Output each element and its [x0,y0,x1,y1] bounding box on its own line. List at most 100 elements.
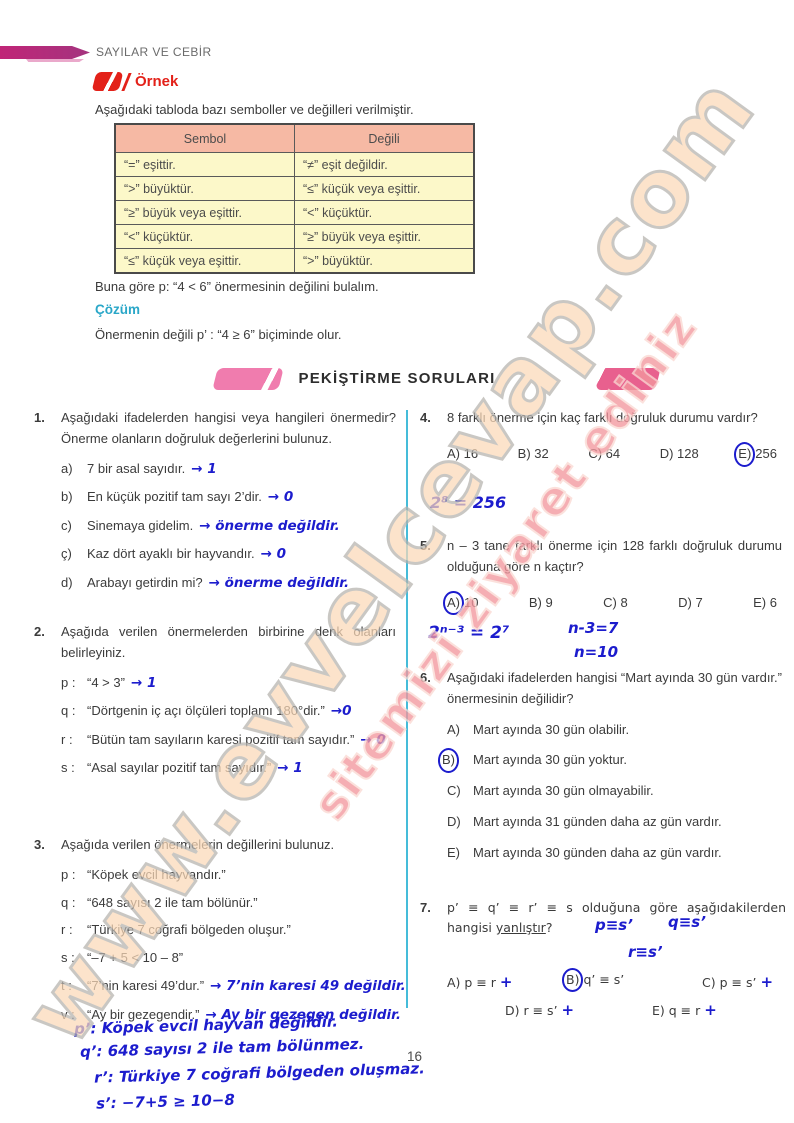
question-3: 3. Aşağıda verilen önermelerin değilleri… [34,835,406,1026]
handwritten-answer: → 0 [267,489,294,506]
question-number: 4. [420,410,431,425]
option-a: A) 16 [447,445,479,461]
handwritten-answer: →0 [330,703,352,720]
option-a-circled: A) 10 [443,590,478,616]
option-a: A) Mart ayında 30 gün olabilir. [447,721,630,737]
handwritten-work: r≡s’ [628,943,663,961]
list-item: c) Sinemaya gidelim. → önerme değildir. [61,517,340,534]
question-1: 1. Aşağıdaki ifadelerden hangisi veya ha… [34,408,396,595]
chapter-banner-arrow-icon [0,46,90,59]
handwritten-line: q’: 648 sayısı 2 ile tam bölünmez. [79,1034,365,1061]
handwritten-check: + [704,1001,717,1019]
options-row: A) 10 B) 9 C) 8 D) 7 E) 6 [443,590,777,616]
underlined-word: yanlıştır [495,920,546,935]
list-item: q : “Dörtgenin iç açı ölçüleri toplamı 18… [61,703,352,720]
question-text: Aşağıda verilen önermelerin değillerini … [61,837,335,852]
question-text: Aşağıda verilen önermelerden birbirine d… [61,624,396,660]
option-e: E) Mart ayında 30 günden daha az gün vard… [447,844,722,860]
handwritten-work: p≡s’ [595,916,633,934]
example-label: Örnek [135,73,179,90]
table-row: “<” küçüktür. “≥” büyük veya eşittir. [114,224,475,249]
handwritten-answer: → Ay bir gezegen değildir. [205,1006,401,1023]
option-b: B) 32 [517,445,549,461]
option-e: E) q ≡ r + [652,1001,717,1019]
question-text: 8 farklı önerme için kaç farklı doğruluk… [447,410,758,425]
handwritten-work: n=10 [574,643,619,661]
handwritten-work: q≡s’ [668,913,706,931]
list-item: s : “–7 + 5 < 10 – 8” [61,950,184,966]
answer-circle: E) [734,441,756,467]
question-7: 7. p’ ≡ q’ ≡ r’ ≡ s olduğuna göre aşağıd… [420,898,786,1033]
handwritten-work: 2ⁿ⁻³ = 2⁷ [428,623,510,643]
handwritten-answer: → 1 [277,760,303,777]
option-d: D) 128 [659,445,699,461]
list-item: p : “Köpek evcil hayvandır.” [61,866,226,882]
question-text: Aşağıdaki ifadelerden hangisi veya hangi… [61,410,396,446]
list-item: ç) Kaz dört ayaklı bir hayvandır. → 0 [61,546,287,563]
list-item: s : “Asal sayılar pozitif tam sayıdır.” → … [61,760,303,777]
example-question: Buna göre p: “4 < 6” önermesinin değilin… [95,279,379,294]
option-c: C) Mart ayında 30 gün olmayabilir. [447,783,654,799]
handwritten-work: n-3=7 [568,619,619,637]
option-e: E) 6 [753,594,777,610]
section-banner-right-icon [595,368,661,390]
option-d: D) r ≡ s’ + [505,1001,575,1019]
handwritten-answer: → önerme değildir. [208,574,350,591]
list-item: r : “Türkiye 7 coğrafi bölgeden oluşur.” [61,922,291,938]
question-6: 6. Aşağıdaki ifadelerden hangisi “Mart a… [420,668,782,864]
cell: “<” küçüktür. [114,224,295,249]
symbol-table: Sembol Değili “=” eşittir. “≠” eşit deği… [114,123,475,274]
answer-circle: B) [562,968,584,992]
options-row: A) 16 B) 32 C) 64 D) 128 E) 256 [447,441,777,467]
list-item: a) 7 bir asal sayıdır. → 1 [61,460,217,477]
handwritten-answer: → 1 [191,460,217,477]
question-2: 2. Aşağıda verilen önermelerden birbirin… [34,622,396,780]
cell: “≠” eşit değildir. [294,152,475,177]
table-row: “≥” büyük veya eşittir. “<” küçüktür. [114,200,475,225]
option-b: B) 9 [528,594,553,610]
example-header: Örnek [91,72,179,91]
col-header-degili: Değili [294,123,475,153]
example-intro: Aşağıdaki tabloda bazı semboller ve deği… [95,102,414,117]
list-item: d) Arabayı getirdin mi? → önerme değildir. [61,574,350,591]
answer-circle: A) [443,590,464,616]
list-item: r : “Bütün tam sayıların karesi pozitif t… [61,731,386,748]
handwritten-answer: → 7’nin karesi 49 değildir. [210,977,406,994]
question-4: 4. 8 farklı önerme için kaç farklı doğru… [420,408,782,526]
cell: “≤” küçük veya eşittir. [114,248,295,274]
table-header-row: Sembol Değili [114,123,475,153]
handwritten-answer: → önerme değildir. [199,517,340,534]
question-text: Aşağıdaki ifadelerden hangisi “Mart ayın… [447,670,782,706]
handwritten-answer: → 1 [130,674,157,691]
solution-label: Çözüm [95,302,140,317]
option-c: C) 64 [588,445,621,461]
cell: “≥” büyük veya eşittir. [114,200,295,225]
list-item: b) En küçük pozitif tam sayı 2’dir. → 0 [61,489,294,506]
question-number: 3. [34,837,45,852]
list-item: v : “Ay bir gezegendir.” → Ay bir gezegen … [61,1006,401,1023]
column-divider [406,410,408,1008]
page-number: 16 [407,1049,423,1064]
list-item: t : “7’nin karesi 49’dur.” → 7’nin karesi … [61,977,406,994]
option-d: D) Mart ayında 31 günden daha az gün vard… [447,813,722,829]
question-text: p’ ≡ q’ ≡ r’ ≡ s olduğuna göre aşağıdaki… [447,900,786,935]
table-row: “>” büyüktür. “≤” küçük veya eşittir. [114,176,475,201]
chapter-banner-shadow [26,59,84,62]
chapter-title: SAYILAR VE CEBİR [96,45,212,59]
cell: “≥” büyük veya eşittir. [294,224,475,249]
handwritten-check: + [499,973,513,991]
handwritten-check: + [760,973,774,991]
question-number: 7. [420,900,431,915]
handwritten-line: s’: −7+5 ≥ 10−8 [95,1090,236,1113]
section-banner-left-icon [212,368,284,390]
solution-text: Önermenin değili p’ : “4 ≥ 6” biçiminde … [95,327,342,342]
handwritten-line: r’: Türkiye 7 coğrafi bölgeden oluşmaz. [93,1059,426,1087]
option-d: D) 7 [678,594,703,610]
option-a: A) p ≡ r + [447,973,513,991]
option-c: C) p ≡ s’ + [702,973,774,991]
answer-circle: B) [438,748,459,774]
question-text: n – 3 tane farklı önerme için 128 farklı… [447,538,782,574]
table-row: “=” eşittir. “≠” eşit değildir. [114,152,475,177]
handwritten-notes: p’: Köpek evcil hayvan değildir. q’: 648… [74,1010,426,1113]
